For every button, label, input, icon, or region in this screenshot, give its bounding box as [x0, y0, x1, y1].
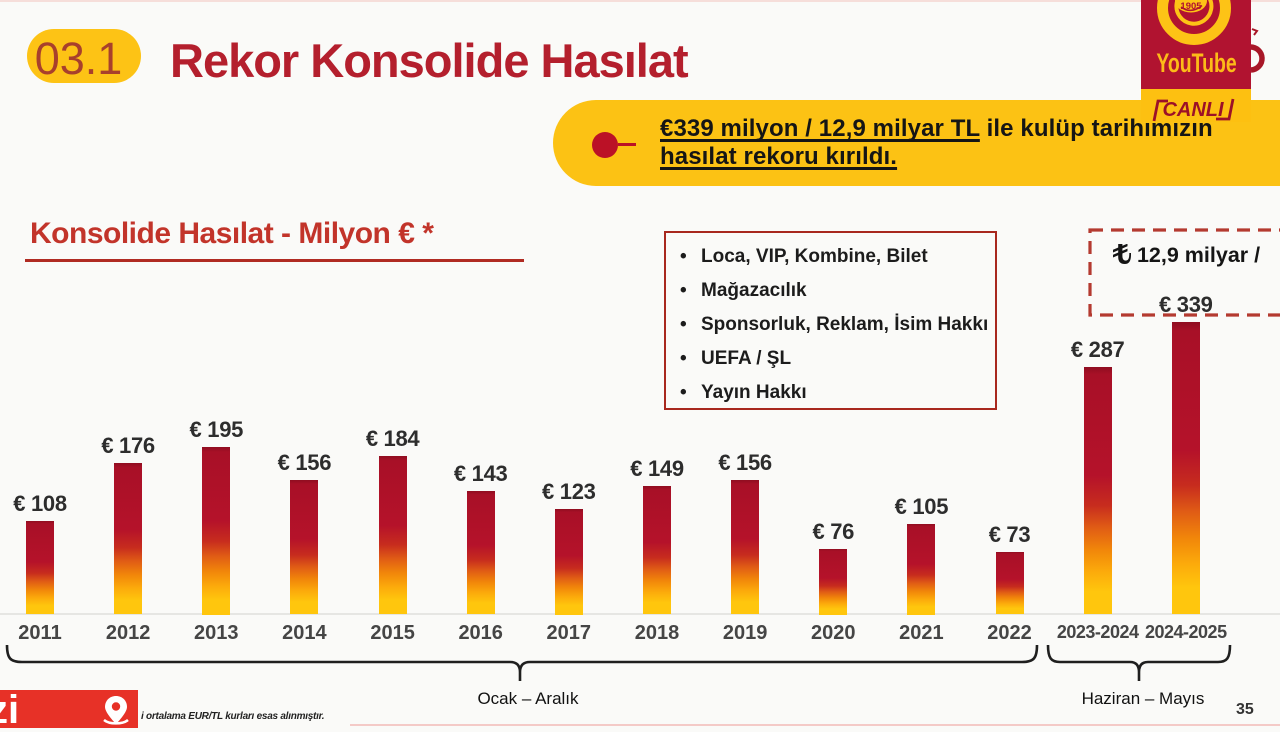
svg-text:CANLI: CANLI: [1162, 99, 1224, 121]
svg-text:1905: 1905: [1180, 1, 1202, 12]
